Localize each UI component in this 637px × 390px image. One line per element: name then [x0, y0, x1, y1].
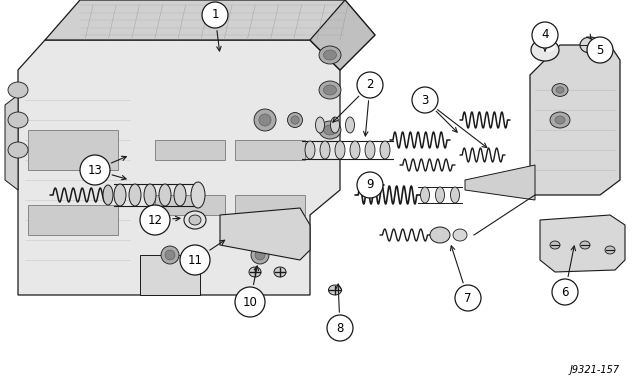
Ellipse shape	[305, 141, 315, 159]
Ellipse shape	[165, 250, 175, 260]
Circle shape	[180, 245, 210, 275]
Text: 13: 13	[87, 163, 103, 177]
Text: 11: 11	[187, 254, 203, 266]
Ellipse shape	[324, 50, 336, 60]
Ellipse shape	[174, 184, 186, 206]
Bar	[155, 140, 225, 160]
Ellipse shape	[453, 229, 467, 241]
Circle shape	[140, 205, 170, 235]
Ellipse shape	[380, 141, 390, 159]
Text: 5: 5	[596, 44, 604, 57]
Ellipse shape	[350, 141, 360, 159]
Circle shape	[235, 287, 265, 317]
Ellipse shape	[324, 85, 336, 95]
Ellipse shape	[365, 141, 375, 159]
Ellipse shape	[320, 141, 330, 159]
Ellipse shape	[319, 81, 341, 99]
Circle shape	[202, 2, 228, 28]
Ellipse shape	[430, 227, 450, 243]
Ellipse shape	[274, 267, 286, 277]
Ellipse shape	[255, 250, 265, 260]
Circle shape	[327, 315, 353, 341]
Ellipse shape	[251, 246, 269, 264]
Bar	[235, 195, 305, 215]
Ellipse shape	[331, 117, 340, 133]
Polygon shape	[310, 0, 375, 70]
Circle shape	[357, 172, 383, 198]
Ellipse shape	[335, 141, 345, 159]
Text: 3: 3	[421, 94, 429, 106]
Circle shape	[412, 87, 438, 113]
Ellipse shape	[436, 187, 445, 203]
Polygon shape	[220, 208, 310, 260]
Text: J9321-157: J9321-157	[570, 365, 620, 375]
Ellipse shape	[541, 42, 555, 52]
Ellipse shape	[319, 121, 341, 139]
Ellipse shape	[580, 37, 600, 53]
Ellipse shape	[555, 116, 565, 124]
Text: 10: 10	[243, 296, 257, 308]
Ellipse shape	[259, 114, 271, 126]
Ellipse shape	[580, 241, 590, 249]
Ellipse shape	[144, 184, 156, 206]
Circle shape	[587, 37, 613, 63]
Circle shape	[455, 285, 481, 311]
Ellipse shape	[550, 241, 560, 249]
Ellipse shape	[191, 182, 205, 208]
Text: 1: 1	[211, 9, 218, 21]
Ellipse shape	[8, 142, 28, 158]
Text: 7: 7	[464, 291, 472, 305]
Ellipse shape	[8, 82, 28, 98]
Bar	[155, 195, 225, 215]
Bar	[235, 140, 305, 160]
Polygon shape	[540, 215, 625, 272]
Polygon shape	[5, 95, 18, 190]
Polygon shape	[140, 255, 200, 295]
Ellipse shape	[287, 112, 303, 128]
Ellipse shape	[129, 184, 141, 206]
Circle shape	[357, 72, 383, 98]
Ellipse shape	[556, 87, 564, 93]
Text: 9: 9	[366, 179, 374, 191]
Ellipse shape	[420, 187, 429, 203]
Ellipse shape	[159, 184, 171, 206]
Bar	[28, 205, 118, 235]
Text: 4: 4	[541, 28, 548, 41]
Polygon shape	[45, 0, 375, 70]
Ellipse shape	[345, 117, 355, 133]
Ellipse shape	[550, 112, 570, 128]
Ellipse shape	[324, 125, 336, 135]
Polygon shape	[465, 165, 535, 200]
Ellipse shape	[249, 267, 261, 277]
Ellipse shape	[291, 116, 299, 124]
Polygon shape	[18, 40, 340, 295]
Polygon shape	[530, 45, 620, 195]
Circle shape	[80, 155, 110, 185]
Bar	[28, 130, 118, 170]
Ellipse shape	[8, 112, 28, 128]
Ellipse shape	[161, 246, 179, 264]
Ellipse shape	[552, 83, 568, 96]
Ellipse shape	[531, 39, 559, 61]
Ellipse shape	[103, 185, 113, 205]
Text: 12: 12	[148, 213, 162, 227]
Circle shape	[532, 22, 558, 48]
Ellipse shape	[254, 109, 276, 131]
Text: 2: 2	[366, 78, 374, 92]
Ellipse shape	[450, 187, 459, 203]
Ellipse shape	[329, 285, 341, 295]
Ellipse shape	[315, 117, 324, 133]
Ellipse shape	[189, 215, 201, 225]
Ellipse shape	[114, 184, 126, 206]
Ellipse shape	[319, 46, 341, 64]
Text: 8: 8	[336, 321, 344, 335]
Circle shape	[552, 279, 578, 305]
Ellipse shape	[184, 211, 206, 229]
Text: 6: 6	[561, 285, 569, 298]
Ellipse shape	[605, 246, 615, 254]
